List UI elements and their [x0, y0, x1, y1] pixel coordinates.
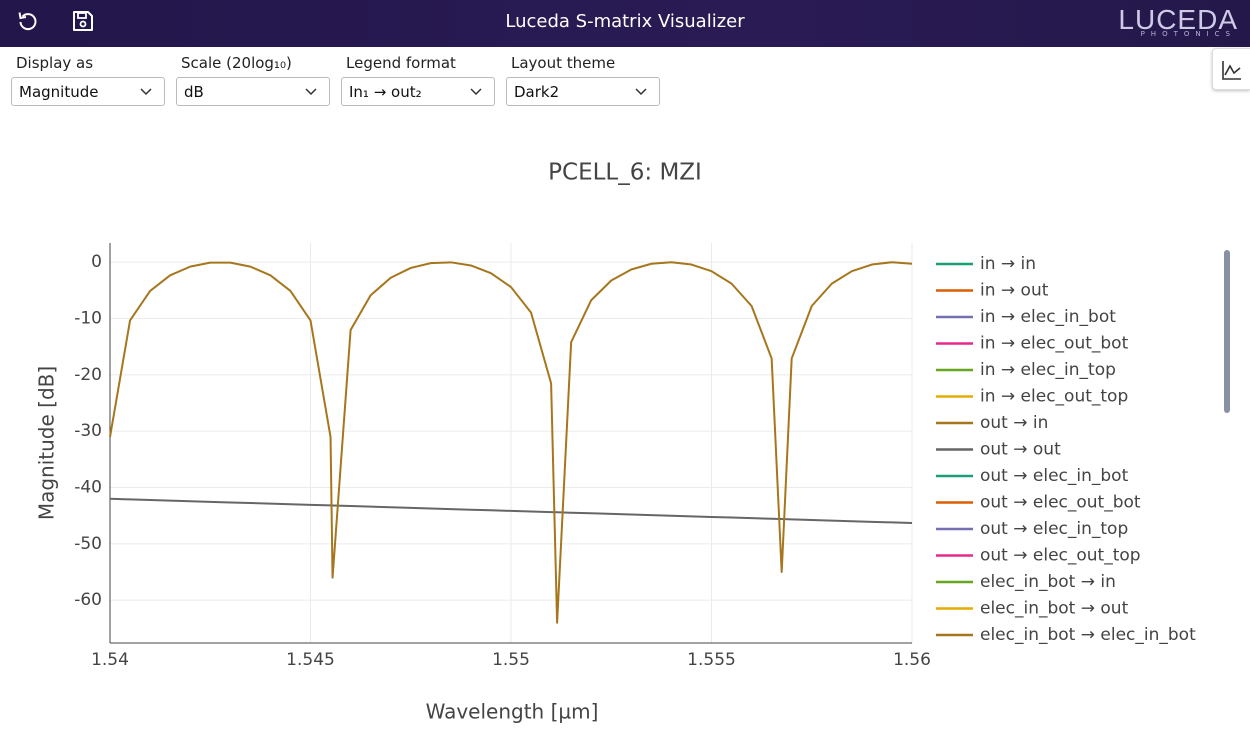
x-tick-label: 1.54: [91, 650, 129, 670]
y-tick-label: -50: [74, 534, 102, 554]
control-label: Scale (20log₁₀): [181, 54, 292, 72]
legend-item[interactable]: in → elec_in_top: [936, 360, 1116, 380]
chevron: [470, 88, 482, 96]
app-header: Luceda S-matrix Visualizer LUCEDA PHOTON…: [0, 0, 1250, 47]
display-control: Display as Magnitude: [11, 54, 165, 106]
legend-item[interactable]: in → elec_in_bot: [936, 307, 1116, 327]
y-tick-label: 0: [91, 252, 102, 272]
legend-scrollbar[interactable]: [1224, 250, 1230, 413]
legend-label: out → elec_out_top: [980, 546, 1141, 566]
dropdown-value: In₁ → out₂: [349, 83, 422, 101]
dropdown[interactable]: Magnitude: [11, 77, 165, 106]
legend-item[interactable]: out → elec_in_top: [936, 519, 1128, 539]
dropdown-value: Dark2: [514, 83, 560, 101]
legend-format-control: Legend format In₁ → out₂: [341, 54, 495, 106]
x-axis-title: Wavelength [µm]: [426, 700, 599, 724]
legend-item[interactable]: out → elec_out_bot: [936, 493, 1141, 513]
x-tick-label: 1.555: [687, 650, 736, 670]
legend-item[interactable]: out → out: [936, 440, 1061, 460]
chart: PCELL_6: MZI Wavelength [µm] Magnitude […: [35, 160, 1197, 724]
legend-label: in → elec_out_bot: [980, 334, 1129, 354]
chevron: [140, 88, 152, 96]
legend-item[interactable]: elec_in_bot → out: [936, 599, 1129, 619]
legend-item[interactable]: out → in: [936, 413, 1048, 433]
legend-item[interactable]: in → elec_out_bot: [936, 334, 1129, 354]
chevron: [305, 88, 317, 96]
y-tick-label: -10: [74, 308, 102, 328]
y-tick-label: -20: [74, 365, 102, 385]
control-label: Layout theme: [511, 54, 616, 72]
chevron: [635, 88, 647, 96]
app-title: Luceda S-matrix Visualizer: [505, 11, 745, 32]
legend-item[interactable]: in → elec_out_top: [936, 387, 1128, 407]
legend-item[interactable]: out → elec_in_bot: [936, 466, 1129, 486]
y-tick-label: -40: [74, 478, 102, 498]
chart-icon: [1222, 61, 1241, 80]
theme-control: Layout theme Dark2: [506, 54, 660, 106]
x-tick-label: 1.55: [492, 650, 530, 670]
legend-label: in → in: [980, 254, 1036, 274]
series-line: [109, 261, 913, 624]
dropdown[interactable]: dB: [176, 77, 330, 106]
y-tick-label: -60: [74, 590, 102, 610]
legend-label: out → elec_in_bot: [980, 466, 1129, 486]
legend-label: out → out: [980, 440, 1061, 460]
logo: LUCEDA: [1118, 4, 1238, 35]
dropdown[interactable]: Dark2: [506, 77, 660, 106]
legend-label: in → elec_in_bot: [980, 307, 1116, 327]
legend-label: out → in: [980, 413, 1048, 433]
scale-control: Scale (20log₁₀) dB: [176, 54, 330, 106]
legend-label: elec_in_bot → in: [980, 572, 1116, 592]
legend-label: out → elec_out_bot: [980, 493, 1141, 513]
undo-button[interactable]: [16, 9, 40, 33]
legend-label: in → elec_in_top: [980, 360, 1116, 380]
legend-label: in → elec_out_top: [980, 387, 1128, 407]
logo-subtitle: PHOTONICS: [1140, 30, 1236, 38]
y-axis-title: Magnitude [dB]: [35, 366, 59, 520]
control-label: Display as: [16, 54, 94, 72]
legend-label: in → out: [980, 281, 1049, 301]
legend-label: elec_in_bot → elec_in_bot: [980, 625, 1196, 645]
control-label: Legend format: [346, 54, 456, 72]
legend-item[interactable]: elec_in_bot → elec_in_bot: [936, 625, 1196, 645]
legend-item[interactable]: in → in: [936, 254, 1036, 274]
legend-item[interactable]: in → out: [936, 281, 1049, 301]
chart-panel-button[interactable]: [1212, 48, 1250, 90]
legend-label: elec_in_bot → out: [980, 599, 1129, 619]
dropdown-value: Magnitude: [19, 83, 99, 101]
y-tick-label: -30: [74, 421, 102, 441]
dropdown[interactable]: In₁ → out₂: [341, 77, 495, 106]
dropdown-value: dB: [184, 83, 204, 101]
legend-item[interactable]: out → elec_out_top: [936, 546, 1141, 566]
x-tick-label: 1.56: [893, 650, 931, 670]
legend-item[interactable]: elec_in_bot → in: [936, 572, 1116, 592]
legend-label: out → elec_in_top: [980, 519, 1128, 539]
chart-title: PCELL_6: MZI: [548, 160, 702, 186]
save-button[interactable]: [71, 9, 95, 33]
x-tick-label: 1.545: [286, 650, 335, 670]
